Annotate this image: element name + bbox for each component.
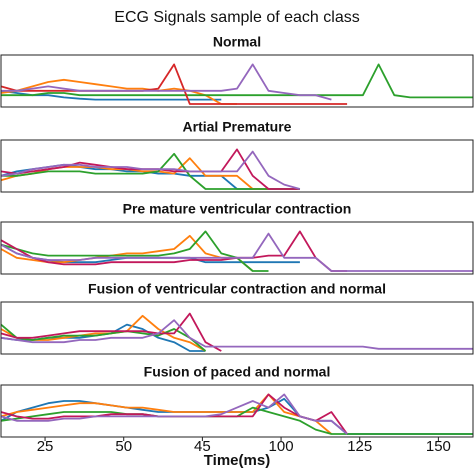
x-axis-label: Time(ms) [204, 452, 270, 469]
signal-line [0, 393, 332, 435]
x-tick-label: 100 [269, 438, 294, 455]
signal-line [1, 63, 332, 101]
signal-line [0, 150, 301, 190]
panel-title: Pre mature ventricular contraction [123, 201, 352, 217]
signal-line [0, 323, 207, 352]
panel-title: Normal [213, 34, 261, 50]
panel-title: Fusion of paced and normal [144, 364, 331, 380]
signal-line [0, 319, 473, 350]
panel-title: Artial Premature [183, 119, 292, 135]
signal-line [0, 63, 348, 105]
panel-frame [0, 384, 474, 438]
signal-line [0, 78, 237, 105]
x-tick-label: 50 [115, 438, 132, 455]
figure-title: ECG Signals sample of each class [114, 9, 359, 26]
signal-line [0, 232, 473, 272]
signal-line [0, 312, 222, 352]
panel-frame [0, 221, 474, 275]
x-tick-label: 150 [426, 438, 451, 455]
x-tick-label: 125 [347, 438, 372, 455]
signal-line [0, 230, 269, 272]
signal-line [0, 393, 348, 435]
panel-frame [0, 54, 474, 108]
signal-line [0, 230, 348, 272]
x-tick-label: 45 [194, 438, 211, 455]
panel-frame [0, 139, 474, 193]
panel-frame [0, 301, 474, 355]
signal-line [1, 63, 473, 99]
x-tick-label: 25 [37, 438, 54, 455]
panel-title: Fusion of ventricular contraction and no… [88, 281, 386, 297]
signal-line [1, 152, 300, 190]
